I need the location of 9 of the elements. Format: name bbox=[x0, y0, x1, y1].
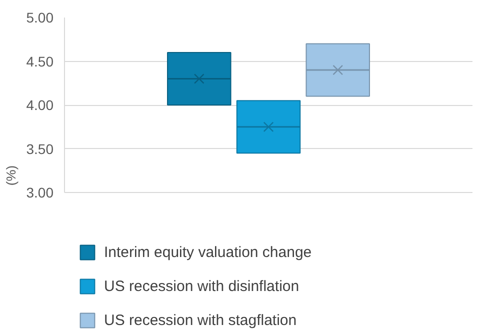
y-tick-label: 3.00 bbox=[26, 184, 54, 200]
y-tick-label: 4.50 bbox=[26, 53, 54, 70]
legend-label: US recession with disinflation bbox=[104, 278, 300, 294]
y-tick-label: 3.50 bbox=[26, 140, 54, 157]
y-tick-label: 4.00 bbox=[26, 97, 54, 113]
y-axis-title: (%) bbox=[3, 165, 18, 186]
legend-label: Interim equity valuation change bbox=[104, 244, 312, 260]
y-tick-label: 5.00 bbox=[26, 10, 54, 26]
legend-label: US recession with stagflation bbox=[104, 312, 297, 328]
